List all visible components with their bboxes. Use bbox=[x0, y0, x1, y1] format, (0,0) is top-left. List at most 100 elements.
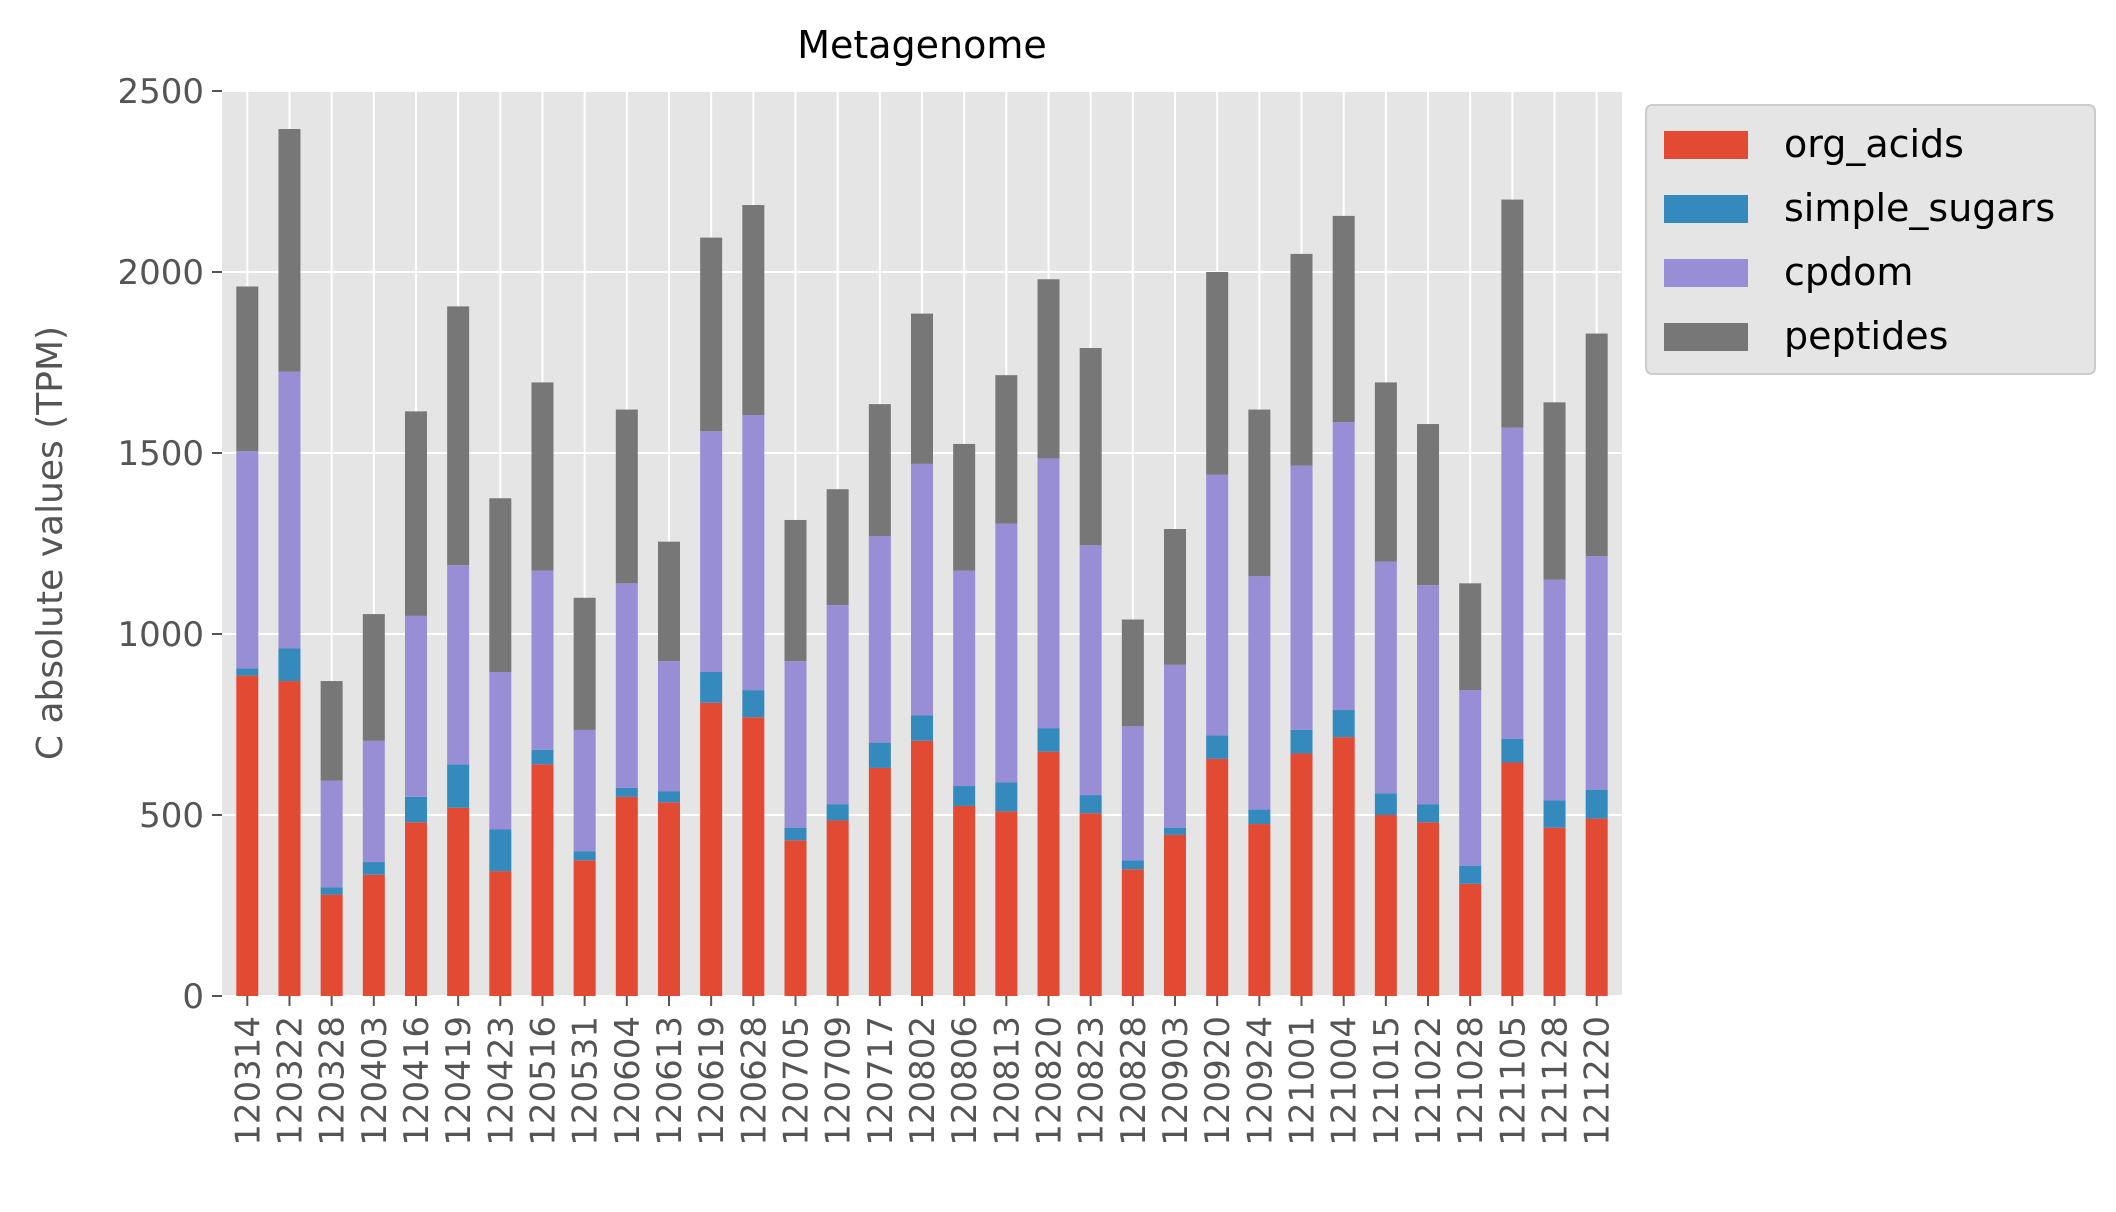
y-tick-label: 2000 bbox=[117, 253, 204, 293]
bar-cpdom bbox=[1459, 690, 1482, 866]
bar-cpdom bbox=[700, 431, 723, 673]
bar-simple-sugars bbox=[278, 648, 301, 682]
bar-simple-sugars bbox=[362, 862, 385, 875]
x-tick-label: 120419 bbox=[439, 1016, 479, 1146]
legend-label-org-acids: org_acids bbox=[1784, 122, 1964, 166]
legend-swatch-org-acids bbox=[1664, 131, 1748, 159]
bar-org-acids bbox=[1206, 758, 1229, 996]
bar-cpdom bbox=[1248, 576, 1271, 810]
bar-cpdom bbox=[742, 414, 765, 691]
bar-simple-sugars bbox=[1501, 738, 1524, 763]
bar-cpdom bbox=[615, 583, 638, 788]
x-tick-label: 120423 bbox=[481, 1016, 521, 1146]
bar-org-acids bbox=[911, 740, 933, 996]
bar-cpdom bbox=[1206, 474, 1229, 736]
bar-simple-sugars bbox=[1079, 795, 1102, 814]
bar-simple-sugars bbox=[489, 829, 512, 872]
bar-org-acids bbox=[573, 860, 596, 996]
legend-swatch-cpdom bbox=[1664, 259, 1748, 287]
bar-org-acids bbox=[700, 702, 723, 996]
bar-peptides bbox=[447, 306, 470, 566]
x-tick-label: 121015 bbox=[1367, 1016, 1407, 1146]
y-axis: 0 500 1000 1500 2000 2500 bbox=[117, 72, 222, 1017]
x-tick-label: 120613 bbox=[650, 1016, 690, 1146]
x-tick-label: 120802 bbox=[903, 1016, 943, 1146]
bar-cpdom bbox=[995, 523, 1018, 783]
bar-peptides bbox=[868, 404, 891, 537]
bar-simple-sugars bbox=[573, 851, 596, 861]
bar-simple-sugars bbox=[1248, 809, 1271, 825]
bar-peptides bbox=[278, 129, 301, 372]
x-tick-label: 120328 bbox=[313, 1016, 353, 1146]
x-tick-label: 120709 bbox=[819, 1016, 859, 1146]
x-tick-label: 121001 bbox=[1283, 1016, 1323, 1146]
bar-cpdom bbox=[1121, 726, 1144, 861]
x-tick-label: 120717 bbox=[861, 1016, 901, 1146]
bar-org-acids bbox=[236, 675, 259, 996]
bar-org-acids bbox=[1374, 815, 1397, 996]
x-tick-label: 121105 bbox=[1493, 1016, 1533, 1146]
bar-cpdom bbox=[1079, 545, 1102, 796]
y-tick-label: 0 bbox=[182, 977, 204, 1017]
bar-simple-sugars bbox=[404, 796, 427, 823]
bar-peptides bbox=[320, 681, 343, 781]
bar-simple-sugars bbox=[868, 742, 891, 768]
bar-org-acids bbox=[615, 796, 638, 996]
bar-org-acids bbox=[1248, 824, 1271, 996]
bar-cpdom bbox=[784, 661, 807, 828]
bar-org-acids bbox=[1121, 869, 1144, 996]
bar-org-acids bbox=[1164, 834, 1187, 996]
bar-simple-sugars bbox=[826, 804, 849, 821]
bar-peptides bbox=[657, 541, 680, 662]
bar-org-acids bbox=[447, 807, 470, 996]
bar-simple-sugars bbox=[953, 786, 976, 806]
bar-cpdom bbox=[657, 661, 680, 792]
x-tick-label: 120314 bbox=[228, 1016, 268, 1146]
bar-simple-sugars bbox=[700, 672, 723, 703]
bar-peptides bbox=[615, 409, 638, 584]
bar-cpdom bbox=[911, 463, 933, 716]
bar-org-acids bbox=[531, 764, 554, 996]
x-tick-label: 120628 bbox=[734, 1016, 774, 1146]
bar-peptides bbox=[911, 313, 933, 464]
bar-peptides bbox=[1079, 348, 1102, 546]
bar-cpdom bbox=[489, 672, 512, 830]
bar-simple-sugars bbox=[1459, 865, 1482, 884]
bar-peptides bbox=[1501, 199, 1524, 428]
bar-simple-sugars bbox=[1543, 800, 1566, 828]
bar-org-acids bbox=[657, 802, 680, 996]
bar-simple-sugars bbox=[784, 827, 807, 841]
bar-peptides bbox=[236, 286, 259, 452]
y-tick-label: 500 bbox=[139, 796, 204, 836]
bar-simple-sugars bbox=[1206, 735, 1229, 759]
bar-org-acids bbox=[278, 681, 301, 996]
bar-simple-sugars bbox=[1585, 789, 1608, 819]
x-tick-label: 120619 bbox=[692, 1016, 732, 1146]
x-axis: 120314 120322 120328 120403 120416 120419 1204… bbox=[228, 996, 1618, 1146]
x-tick-label: 120416 bbox=[397, 1016, 437, 1146]
bar-org-acids bbox=[1585, 818, 1608, 996]
bar-simple-sugars bbox=[657, 791, 680, 803]
x-tick-label: 120820 bbox=[1030, 1016, 1070, 1146]
bar-org-acids bbox=[1417, 822, 1440, 996]
bar-peptides bbox=[531, 382, 554, 571]
x-tick-label: 120322 bbox=[270, 1016, 310, 1146]
bar-simple-sugars bbox=[447, 764, 470, 808]
bar-simple-sugars bbox=[1374, 793, 1397, 815]
bar-peptides bbox=[826, 489, 849, 606]
bar-cpdom bbox=[1332, 422, 1355, 711]
bar-cpdom bbox=[236, 451, 259, 669]
bar-cpdom bbox=[953, 570, 976, 787]
bar-peptides bbox=[700, 237, 723, 432]
bar-org-acids bbox=[1290, 753, 1313, 996]
bar-simple-sugars bbox=[1417, 804, 1440, 823]
bar-org-acids bbox=[362, 874, 385, 996]
bar-peptides bbox=[742, 205, 765, 415]
bar-peptides bbox=[573, 597, 596, 730]
x-tick-label: 120516 bbox=[523, 1016, 563, 1146]
bar-org-acids bbox=[742, 717, 765, 996]
bar-org-acids bbox=[320, 894, 343, 996]
bar-cpdom bbox=[278, 371, 301, 649]
x-tick-label: 120806 bbox=[945, 1016, 985, 1146]
legend-swatch-simple-sugars bbox=[1664, 195, 1748, 223]
